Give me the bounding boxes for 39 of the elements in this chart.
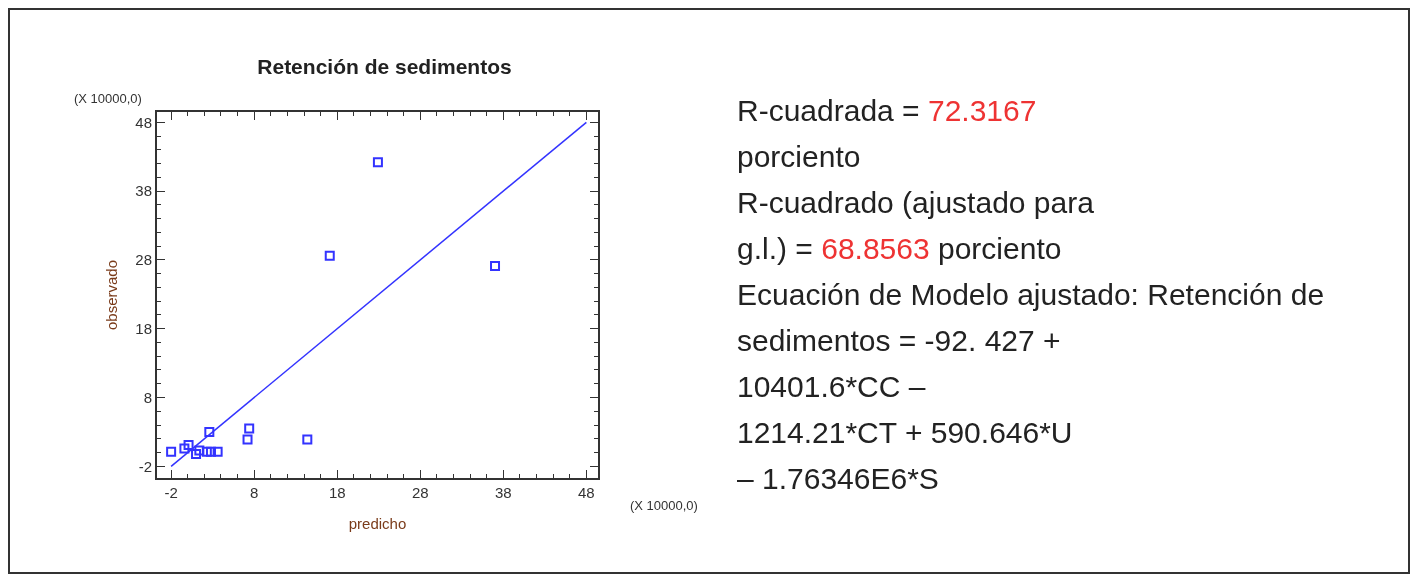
text: R-cuadrado (ajustado para (737, 185, 1095, 221)
point (302, 434, 313, 445)
text: 10401.6*CC – (737, 369, 927, 405)
point (212, 446, 223, 457)
y-tick-label: -2 (138, 457, 152, 475)
x-tick-label: 28 (411, 484, 429, 501)
point (490, 261, 501, 272)
text: 1214.21*CT + 590.646*U (737, 415, 1074, 451)
x-tick-label: 8 (250, 484, 259, 501)
point (183, 439, 194, 450)
point (242, 434, 253, 445)
point (179, 443, 190, 454)
y-tick-label: 48 (135, 113, 152, 131)
y-tick-label: 8 (143, 388, 152, 406)
y-tick-label: 28 (135, 251, 152, 269)
point (205, 446, 216, 457)
point (324, 250, 335, 261)
text: (X 10000,0) (74, 91, 142, 106)
text: R-cuadrada = 72.3167 (737, 93, 1038, 129)
x-axis-title: predicho (348, 514, 407, 532)
point (166, 446, 177, 457)
text: – 1.76346E6*S (737, 461, 940, 497)
point (372, 157, 383, 168)
x-tick-label: 18 (328, 484, 346, 501)
text: (X 10000,0) (630, 498, 698, 513)
text: g.l.) = 68.8563 porciento (737, 231, 1063, 267)
x-tick-label: -2 (164, 484, 178, 501)
x-tick-label: 48 (578, 484, 595, 501)
point (201, 446, 212, 457)
point (204, 426, 215, 437)
y-axis-title: observado (103, 259, 121, 331)
text: Ecuación de Modelo ajustado: Retención de (737, 277, 1325, 313)
y-tick-label: 18 (135, 319, 152, 337)
text: sedimentos = -92. 427 + (737, 323, 1062, 359)
chart-title: Retención de sedimentos (257, 54, 512, 78)
y-tick-label: 38 (135, 182, 152, 200)
x-tick-label: 38 (494, 484, 512, 501)
point (244, 423, 255, 434)
text: porciento (737, 139, 862, 175)
